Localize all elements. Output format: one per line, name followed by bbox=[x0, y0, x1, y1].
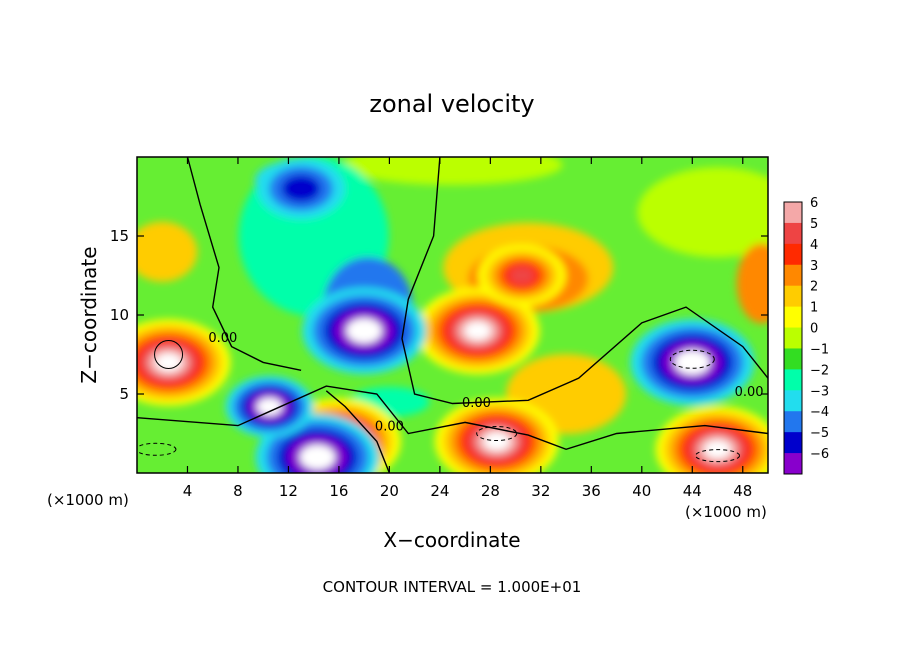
x-tick-label-11: 48 bbox=[733, 482, 752, 500]
inner-contour-2 bbox=[476, 426, 518, 441]
colorbar-label-3: 3 bbox=[810, 259, 818, 274]
contour-label-2: 0.00 bbox=[208, 331, 237, 346]
x-tick-label-2: 12 bbox=[279, 482, 298, 500]
colorbar-swatch-10 bbox=[784, 411, 802, 433]
colorbar-swatch-9 bbox=[784, 390, 802, 412]
field-region-1 bbox=[637, 167, 768, 258]
x-axis: 4 8 12 16 20 24 28 32 36 40 44 48 bbox=[183, 157, 752, 500]
field-region-8 bbox=[137, 221, 198, 282]
colorbar-frame bbox=[783, 201, 803, 475]
zero-contour-1 bbox=[401, 157, 768, 405]
contour-labels: 0.00 0.00 0.00 0.00 bbox=[208, 331, 763, 434]
colorbar-label-5: 1 bbox=[810, 301, 818, 316]
y-axis-label: Z−coordinate bbox=[77, 246, 101, 383]
inner-contour-0 bbox=[154, 340, 184, 369]
zero-contour-0 bbox=[186, 157, 302, 371]
extremum-8-ring-4 bbox=[299, 444, 336, 470]
y-tick-label-0: 5 bbox=[119, 385, 129, 403]
y-axis: 5 10 15 bbox=[110, 227, 768, 403]
contour-label-3: 0.00 bbox=[735, 385, 764, 400]
colorbar-label-12: −6 bbox=[810, 447, 829, 462]
x-tick-label-4: 20 bbox=[380, 482, 399, 500]
x-tick-label-9: 40 bbox=[632, 482, 651, 500]
x-tick-label-8: 36 bbox=[582, 482, 601, 500]
chart-title: zonal velocity bbox=[369, 90, 534, 118]
x-axis-label: X−coordinate bbox=[383, 528, 520, 552]
colorbar-swatch-6 bbox=[784, 327, 802, 349]
colorbar-swatch-8 bbox=[784, 369, 802, 391]
colorbar-swatch-5 bbox=[784, 306, 802, 329]
colorbar-swatch-3 bbox=[784, 264, 802, 287]
colorbar-swatch-7 bbox=[784, 348, 802, 370]
extremum-1-ring-6 bbox=[464, 321, 491, 340]
colorbar-swatch-0 bbox=[784, 202, 802, 224]
colorbar-label-9: −3 bbox=[810, 384, 829, 399]
inner-contour-4 bbox=[137, 442, 177, 456]
contour-interval-note: CONTOUR INTERVAL = 1.000E+01 bbox=[323, 578, 582, 596]
field-blobs bbox=[137, 157, 768, 473]
extremum-7-ring-4 bbox=[346, 318, 382, 344]
zero-contour-3 bbox=[325, 390, 391, 473]
x-unit-right: (×1000 m) bbox=[685, 503, 767, 521]
y-tick-label-1: 10 bbox=[110, 306, 129, 324]
x-unit-left: (×1000 m) bbox=[47, 491, 129, 509]
colorbar-label-10: −4 bbox=[810, 405, 829, 420]
extremum-2-ring-4 bbox=[509, 266, 535, 285]
colorbar-label-8: −2 bbox=[810, 363, 829, 378]
colorbar-swatch-1 bbox=[784, 222, 802, 245]
contour-label-0: 0.00 bbox=[462, 396, 491, 411]
colorbar-swatch-11 bbox=[784, 432, 802, 454]
colorbar-label-0: 6 bbox=[810, 196, 818, 211]
x-tick-label-3: 16 bbox=[329, 482, 348, 500]
inner-contour-1 bbox=[669, 349, 715, 369]
colorbar-label-2: 4 bbox=[810, 238, 818, 253]
extremum-9-ring-4 bbox=[256, 397, 283, 416]
field-region-0 bbox=[342, 157, 563, 185]
colorbar: 6 5 4 3 2 1 0 −1 −2 −3 −4 −5 −6 bbox=[783, 196, 829, 475]
zero-contour-2 bbox=[137, 385, 768, 451]
extremum-10-ring-2 bbox=[281, 174, 321, 203]
colorbar-label-11: −5 bbox=[810, 426, 829, 441]
inner-contour-3 bbox=[695, 449, 741, 463]
x-tick-label-10: 44 bbox=[683, 482, 702, 500]
colorbar-swatch-4 bbox=[784, 285, 802, 308]
colorbar-label-1: 5 bbox=[810, 217, 818, 232]
colorbar-label-6: 0 bbox=[810, 322, 818, 337]
colorbar-swatch-2 bbox=[784, 243, 802, 266]
extremum-6-ring-4 bbox=[674, 350, 710, 375]
x-tick-label-0: 4 bbox=[183, 482, 193, 500]
colorbar-swatch-12 bbox=[784, 453, 802, 475]
x-tick-label-1: 8 bbox=[233, 482, 243, 500]
extremum-4-ring-6 bbox=[483, 432, 510, 451]
zero-contours bbox=[137, 157, 768, 473]
field-region-7 bbox=[736, 243, 768, 324]
y-tick-label-2: 15 bbox=[110, 227, 129, 245]
x-tick-label-5: 24 bbox=[430, 482, 449, 500]
heatmap-field bbox=[137, 157, 768, 473]
x-tick-label-7: 32 bbox=[531, 482, 550, 500]
colorbar-label-7: −1 bbox=[810, 342, 829, 357]
colorbar-label-4: 2 bbox=[810, 280, 818, 295]
x-tick-label-6: 28 bbox=[481, 482, 500, 500]
contour-label-1: 0.00 bbox=[375, 420, 404, 435]
